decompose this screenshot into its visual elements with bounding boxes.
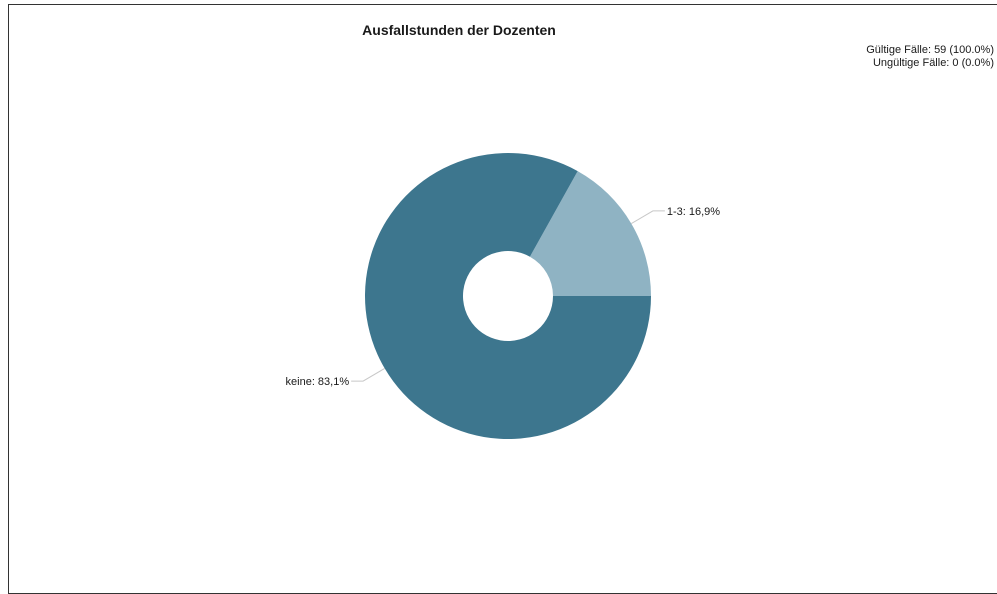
leader-line-0 [631, 210, 665, 225]
chart-frame [8, 4, 997, 594]
chart-title: Ausfallstunden der Dozenten [362, 22, 556, 38]
invalid-cases-text: Ungültige Fälle: 0 (0.0%) [872, 57, 994, 69]
case-summary: Gültige Fälle: 59 (100.0%) Ungültige Fäl… [866, 44, 994, 70]
valid-cases-text: Gültige Fälle: 59 (100.0%) [866, 44, 994, 56]
pie-slice-keine [364, 153, 651, 439]
pie-slice-1-3 [529, 171, 651, 296]
leader-line-1 [351, 367, 385, 382]
slice-label-1-3: 1-3: 16,9% [667, 206, 720, 218]
slice-label-keine: keine: 83,1% [286, 376, 350, 388]
